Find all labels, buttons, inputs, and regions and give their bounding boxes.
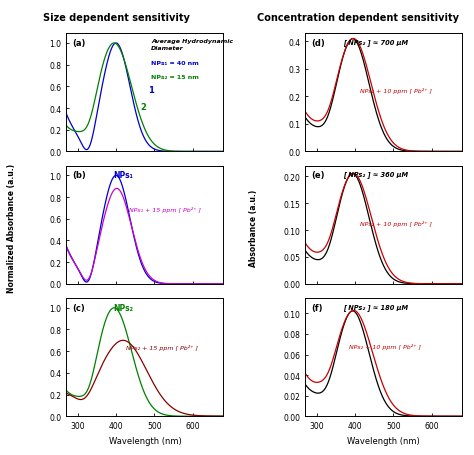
Text: (e): (e) (311, 171, 325, 180)
Text: Size dependent sensitivity: Size dependent sensitivity (43, 12, 190, 22)
Text: NPs₂ + 10 ppm [ Pb²⁺ ]: NPs₂ + 10 ppm [ Pb²⁺ ] (349, 343, 421, 349)
Text: NPs₂ + 15 ppm [ Pb²⁺ ]: NPs₂ + 15 ppm [ Pb²⁺ ] (126, 344, 198, 350)
Text: (c): (c) (73, 303, 85, 312)
Text: [ NPs₂ ] ≈ 700 μM: [ NPs₂ ] ≈ 700 μM (343, 39, 408, 46)
Text: (a): (a) (73, 39, 86, 48)
Text: Absorbance (a.u.): Absorbance (a.u.) (249, 189, 258, 266)
Text: NPs₂ = 15 nm: NPs₂ = 15 nm (151, 75, 199, 80)
X-axis label: Wavelength (nm): Wavelength (nm) (109, 436, 181, 445)
Text: (d): (d) (311, 39, 325, 48)
Text: (b): (b) (73, 171, 86, 180)
Text: 1: 1 (148, 86, 154, 95)
Text: 2: 2 (140, 103, 146, 111)
Text: NPs₁: NPs₁ (113, 171, 134, 180)
Text: NPs₂ + 10 ppm [ Pb²⁺ ]: NPs₂ + 10 ppm [ Pb²⁺ ] (360, 88, 432, 94)
Text: NPs₁ = 40 nm: NPs₁ = 40 nm (151, 61, 199, 66)
X-axis label: Wavelength (nm): Wavelength (nm) (347, 436, 420, 445)
Text: [ NPs₂ ] ≈ 180 μM: [ NPs₂ ] ≈ 180 μM (343, 303, 408, 310)
Text: (f): (f) (311, 303, 323, 312)
Text: Normalized Absorbance (a.u.): Normalized Absorbance (a.u.) (7, 163, 16, 292)
Text: [ NPs₂ ] ≈ 360 μM: [ NPs₂ ] ≈ 360 μM (343, 171, 408, 178)
Text: NPs₂: NPs₂ (113, 303, 134, 312)
Text: NPs₂ + 10 ppm [ Pb²⁺ ]: NPs₂ + 10 ppm [ Pb²⁺ ] (360, 220, 432, 226)
Text: Average Hydrodynamic
Diameter: Average Hydrodynamic Diameter (151, 39, 233, 51)
Text: NPs₁ + 15 ppm [ Pb²⁺ ]: NPs₁ + 15 ppm [ Pb²⁺ ] (129, 206, 201, 212)
Text: Concentration dependent sensitivity: Concentration dependent sensitivity (257, 12, 459, 22)
